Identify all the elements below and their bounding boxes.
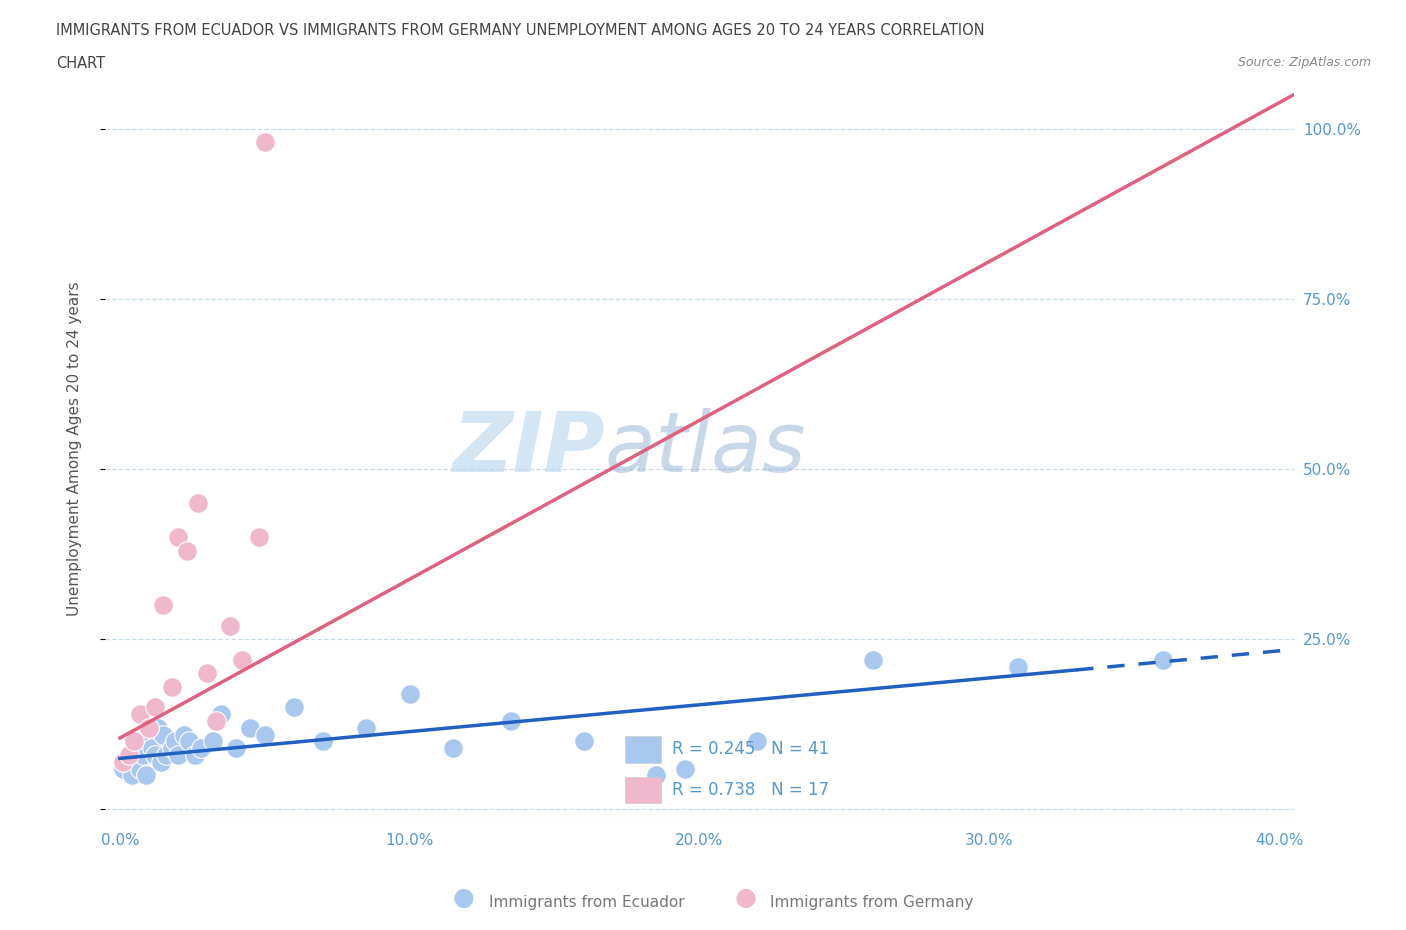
Point — [398, 686, 420, 701]
Point — [129, 761, 152, 776]
Point — [127, 754, 149, 769]
Y-axis label: Unemployment Among Ages 20 to 24 years: Unemployment Among Ages 20 to 24 years — [67, 282, 82, 616]
Bar — [626, 777, 661, 804]
Point — [747, 734, 769, 749]
Point — [231, 652, 253, 667]
Point — [138, 721, 160, 736]
Point — [176, 543, 198, 558]
Point — [135, 768, 157, 783]
Point — [152, 727, 174, 742]
Point — [146, 721, 169, 736]
Point — [117, 748, 139, 763]
Point — [167, 530, 190, 545]
Text: ZIP: ZIP — [451, 408, 605, 489]
Point — [179, 734, 201, 749]
Point — [160, 680, 183, 695]
Point — [441, 740, 464, 755]
Point — [253, 727, 276, 742]
Text: Source: ZipAtlas.com: Source: ZipAtlas.com — [1237, 56, 1371, 69]
Point — [121, 768, 143, 783]
Point — [204, 713, 226, 728]
Text: IMMIGRANTS FROM ECUADOR VS IMMIGRANTS FROM GERMANY UNEMPLOYMENT AMONG AGES 20 TO: IMMIGRANTS FROM ECUADOR VS IMMIGRANTS FR… — [56, 23, 984, 38]
Point — [1007, 659, 1029, 674]
Text: CHART: CHART — [56, 56, 105, 71]
Bar — [626, 736, 661, 763]
Point — [129, 707, 152, 722]
Point — [143, 700, 166, 715]
Point — [184, 748, 207, 763]
Point — [155, 748, 177, 763]
Point — [501, 713, 523, 728]
Point — [209, 707, 232, 722]
Point — [138, 734, 160, 749]
Text: ●: ● — [453, 885, 475, 910]
Point — [239, 721, 262, 736]
Point — [111, 761, 134, 776]
Point — [124, 740, 146, 755]
Point — [111, 754, 134, 769]
Point — [124, 734, 146, 749]
Point — [673, 761, 696, 776]
Point — [862, 652, 884, 667]
Point — [283, 700, 305, 715]
Text: Immigrants from Germany: Immigrants from Germany — [770, 895, 974, 910]
Point — [572, 734, 595, 749]
Point — [132, 748, 155, 763]
Point — [312, 734, 335, 749]
Text: atlas: atlas — [605, 408, 806, 489]
Point — [141, 740, 163, 755]
Text: Immigrants from Ecuador: Immigrants from Ecuador — [489, 895, 685, 910]
Point — [1152, 652, 1174, 667]
Point — [167, 748, 190, 763]
Text: R = 0.245   N = 41: R = 0.245 N = 41 — [672, 740, 830, 758]
Point — [173, 727, 195, 742]
Point — [160, 740, 183, 755]
Point — [152, 598, 174, 613]
Point — [187, 496, 209, 511]
Point — [190, 740, 212, 755]
Point — [149, 754, 172, 769]
Point — [195, 666, 218, 681]
Point — [219, 618, 242, 633]
Text: R = 0.738   N = 17: R = 0.738 N = 17 — [672, 781, 830, 799]
Point — [201, 734, 224, 749]
Point — [143, 748, 166, 763]
Point — [247, 530, 270, 545]
Point — [225, 740, 247, 755]
Point — [354, 721, 377, 736]
Point — [253, 135, 276, 150]
Text: ●: ● — [734, 885, 756, 910]
Point — [645, 768, 668, 783]
Point — [163, 734, 186, 749]
Point — [114, 754, 136, 769]
Point — [117, 748, 139, 763]
